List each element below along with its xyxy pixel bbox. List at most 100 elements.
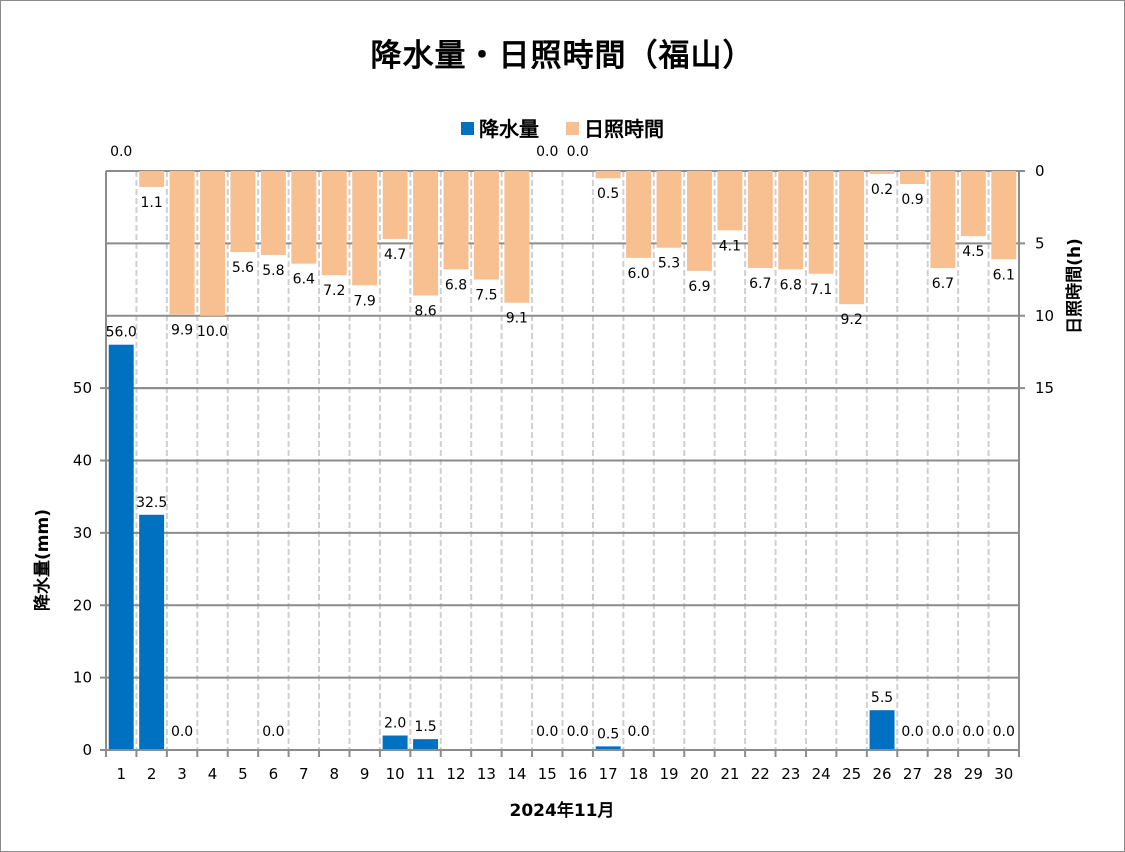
sunshine-bar	[291, 171, 317, 264]
rain-data-label: 0.0	[627, 724, 649, 740]
chart-title: 降水量・日照時間（福山）	[370, 38, 755, 74]
x-tick-label: 30	[994, 765, 1013, 783]
sunshine-bar	[321, 171, 347, 276]
sunshine-bar	[839, 171, 865, 305]
sunshine-bar	[869, 171, 895, 174]
left-tick-label: 30	[73, 524, 92, 542]
sunshine-data-label: 0.2	[871, 182, 893, 198]
legend: 降水量 日照時間	[0, 113, 1125, 142]
x-tick-label: 25	[842, 765, 861, 783]
sunshine-data-label: 7.2	[323, 283, 345, 299]
x-tick-label: 7	[299, 765, 309, 783]
sunshine-data-label: 6.8	[780, 277, 802, 293]
sunshine-bar	[595, 171, 621, 179]
rain-data-label: 0.5	[597, 726, 619, 742]
rain-data-label: 32.5	[136, 495, 167, 511]
sunshine-data-label: 9.1	[506, 311, 528, 327]
left-tick-label: 10	[73, 669, 92, 687]
x-tick-label: 29	[964, 765, 983, 783]
sunshine-bar	[991, 171, 1017, 260]
left-tick-label: 0	[82, 741, 92, 759]
sunshine-data-label: 0.9	[901, 192, 923, 208]
x-tick-label: 28	[933, 765, 952, 783]
x-tick-label: 14	[507, 765, 526, 783]
x-tick-label: 11	[416, 765, 435, 783]
sunshine-data-label: 9.2	[840, 312, 862, 328]
legend-item-rain: 降水量	[461, 113, 539, 142]
sunshine-data-label: 5.3	[658, 256, 680, 272]
rain-bar	[595, 746, 621, 750]
sunshine-bar	[747, 171, 773, 268]
rain-bar	[139, 514, 165, 750]
x-tick-label: 5	[238, 765, 248, 783]
x-tick-label: 6	[269, 765, 279, 783]
x-tick-label: 18	[629, 765, 648, 783]
x-tick-label: 26	[873, 765, 892, 783]
sunshine-data-label: 5.8	[262, 263, 284, 279]
x-tick-label: 12	[446, 765, 465, 783]
legend-label-sunshine: 日照時間	[583, 117, 664, 141]
legend-item-sunshine: 日照時間	[565, 113, 664, 142]
right-tick-label: 10	[1035, 307, 1054, 325]
x-tick-label: 9	[360, 765, 370, 783]
sunshine-data-label: 1.1	[141, 195, 163, 211]
sunshine-data-label: 7.5	[475, 288, 497, 304]
sunshine-bar	[413, 171, 439, 296]
x-tick-label: 13	[477, 765, 496, 783]
rain-bar	[108, 344, 134, 750]
sunshine-bar	[443, 171, 469, 270]
sunshine-data-label: 8.6	[414, 303, 436, 319]
sunshine-data-label: 5.6	[232, 260, 254, 276]
x-tick-label: 22	[751, 765, 770, 783]
legend-label-rain: 降水量	[479, 117, 540, 141]
rain-data-label: 0.0	[932, 724, 954, 740]
sunshine-data-label: 6.8	[445, 277, 467, 293]
sunshine-data-label: 6.1	[993, 267, 1015, 283]
sunshine-bar	[139, 171, 165, 187]
rain-bar	[413, 739, 439, 750]
x-tick-label: 20	[690, 765, 709, 783]
sunshine-bar	[352, 171, 378, 286]
sunshine-data-label: 4.1	[719, 238, 741, 254]
sunshine-data-label: 7.1	[810, 282, 832, 298]
x-tick-label: 16	[568, 765, 587, 783]
sunshine-bar	[626, 171, 652, 258]
sunshine-data-label: 6.7	[749, 276, 771, 292]
x-tick-label: 23	[781, 765, 800, 783]
right-tick-label: 15	[1035, 379, 1054, 397]
right-tick-label: 5	[1035, 234, 1045, 252]
sunshine-data-label: 9.9	[171, 322, 193, 338]
x-axis-title: 2024年11月	[510, 800, 615, 821]
sunshine-data-label: 4.5	[962, 244, 984, 260]
left-axis-title: 降水量(mm)	[32, 509, 53, 611]
sunshine-data-label: 0.5	[597, 186, 619, 202]
sunshine-bar	[808, 171, 834, 274]
x-tick-label: 27	[903, 765, 922, 783]
legend-swatch-sunshine	[565, 122, 579, 135]
rain-data-label: 5.5	[871, 690, 893, 706]
x-tick-label: 4	[208, 765, 218, 783]
x-tick-label: 19	[659, 765, 678, 783]
rain-data-label: 1.5	[414, 719, 436, 735]
sunshine-bar	[473, 171, 499, 280]
sunshine-bar	[930, 171, 956, 268]
sunshine-data-label: 6.0	[627, 266, 649, 282]
sunshine-data-label: 6.9	[688, 279, 710, 295]
sunshine-data-label: 4.7	[384, 247, 406, 263]
sunshine-bar	[230, 171, 256, 253]
sunshine-bar	[504, 171, 530, 303]
x-tick-label: 2	[147, 765, 157, 783]
sunshine-bar	[717, 171, 743, 231]
sunshine-bar	[200, 171, 225, 316]
rain-data-label: 2.0	[384, 716, 406, 732]
x-tick-label: 21	[720, 765, 739, 783]
x-tick-label: 3	[177, 765, 187, 783]
sunshine-bar	[656, 171, 682, 248]
left-tick-label: 40	[73, 452, 92, 470]
sunshine-bar	[778, 171, 804, 270]
sunshine-bar	[960, 171, 986, 237]
sunshine-data-label: 10.0	[197, 324, 228, 340]
legend-swatch-rain	[461, 122, 475, 135]
x-tick-label: 10	[386, 765, 405, 783]
